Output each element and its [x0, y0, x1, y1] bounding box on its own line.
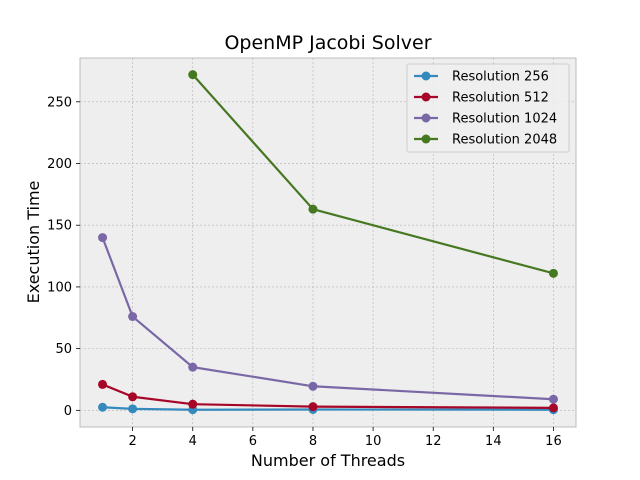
data-point	[188, 362, 198, 372]
data-point	[98, 402, 108, 412]
y-tick-label: 250	[47, 95, 72, 110]
series-resolution-512	[98, 379, 558, 413]
series-resolution-2048	[188, 70, 558, 278]
legend-marker	[421, 113, 431, 123]
legend-label: Resolution 256	[452, 70, 549, 85]
legend-entry: Resolution 512	[414, 91, 549, 106]
legend: Resolution 256 Resolution 512 Resolution 1…	[406, 63, 570, 153]
x-axis-label: Number of Threads	[251, 451, 405, 470]
legend-entry: Resolution 1024	[414, 112, 557, 127]
x-tick-label: 14	[485, 434, 502, 449]
data-point	[188, 70, 198, 80]
data-point	[128, 404, 138, 414]
x-tick-label: 6	[249, 434, 257, 449]
legend-label: Resolution 1024	[452, 112, 557, 127]
data-point	[548, 394, 558, 404]
legend-marker	[421, 134, 431, 144]
x-tick-label: 8	[309, 434, 317, 449]
data-point	[308, 381, 318, 391]
legend-label: Resolution 2048	[452, 133, 557, 148]
x-tick-label: 2	[128, 434, 136, 449]
x-tick-label: 10	[365, 434, 382, 449]
y-tick-label: 100	[47, 280, 72, 295]
data-point	[128, 312, 138, 322]
legend-entry: Resolution 256	[414, 70, 549, 85]
x-tick-label: 12	[425, 434, 442, 449]
chart-title: OpenMP Jacobi Solver	[224, 32, 431, 54]
axis-ticks: 2 4 6 8 10 12 14 16 0 50 100 150 200 250	[47, 95, 562, 449]
legend-marker	[421, 92, 431, 102]
y-tick-label: 0	[64, 404, 72, 419]
data-point	[548, 268, 558, 278]
y-axis-label: Execution Time	[24, 181, 43, 304]
legend-marker	[421, 71, 431, 81]
legend-entry: Resolution 2048	[414, 133, 557, 148]
legend-label: Resolution 512	[452, 91, 549, 106]
series-resolution-1024	[98, 233, 558, 404]
data-point	[188, 399, 198, 409]
y-tick-label: 150	[47, 219, 72, 234]
data-point	[308, 402, 318, 412]
y-tick-label: 50	[55, 342, 72, 357]
y-tick-label: 200	[47, 157, 72, 172]
data-point	[98, 379, 108, 389]
data-point	[98, 233, 108, 243]
series-layer	[98, 70, 558, 415]
data-point	[308, 204, 318, 214]
data-point	[548, 403, 558, 413]
x-tick-label: 16	[545, 434, 562, 449]
x-tick-label: 4	[189, 434, 197, 449]
data-point	[128, 392, 138, 402]
legend-box	[406, 63, 570, 153]
